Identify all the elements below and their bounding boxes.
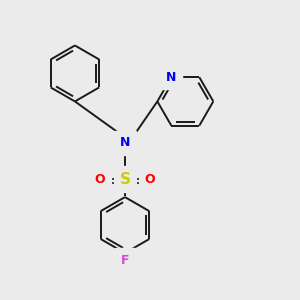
Text: O: O	[94, 173, 105, 186]
Text: F: F	[121, 254, 129, 267]
Text: O: O	[145, 173, 155, 186]
Text: N: N	[120, 136, 130, 149]
Text: S: S	[119, 172, 130, 187]
Text: N: N	[166, 71, 176, 84]
